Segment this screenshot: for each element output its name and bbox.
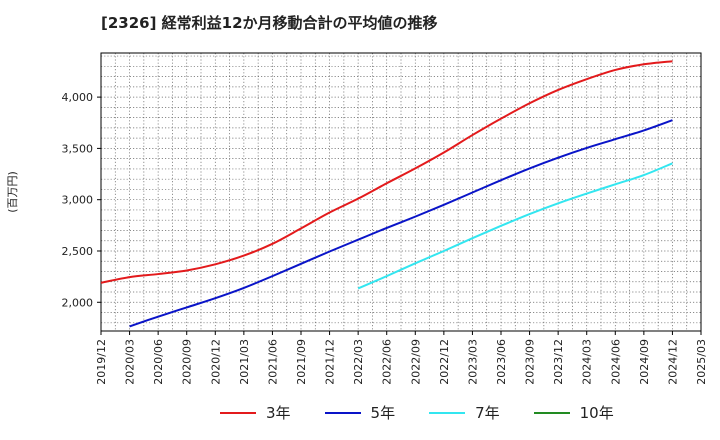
legend-label: 7年 xyxy=(475,404,500,422)
x-tick-label: 2022/06 xyxy=(381,339,394,385)
x-tick-label: 2022/12 xyxy=(438,339,451,385)
series-line-2 xyxy=(129,119,673,328)
x-tick-label: 2021/12 xyxy=(324,339,337,385)
x-tick-label: 2021/06 xyxy=(266,339,279,385)
x-tick-label: 2024/06 xyxy=(609,339,622,385)
x-tick-label: 2023/09 xyxy=(524,339,537,385)
x-tick-label: 2021/03 xyxy=(238,339,251,385)
y-tick-label: 2,000 xyxy=(62,296,94,309)
y-tick-label: 4,000 xyxy=(62,91,94,104)
y-axis-label: (百万円) xyxy=(6,171,19,213)
x-tick-label: 2020/03 xyxy=(124,339,137,385)
y-tick-label: 3,500 xyxy=(62,142,94,155)
x-tick-label: 2025/03 xyxy=(695,339,708,385)
legend-label: 5年 xyxy=(370,404,396,422)
x-tick-label: 2022/03 xyxy=(352,339,365,385)
x-tick-label: 2020/09 xyxy=(181,339,194,385)
legend-swatch xyxy=(429,411,466,414)
x-tick-label: 2020/06 xyxy=(152,339,165,385)
legend-swatch xyxy=(220,411,256,414)
legend-item: 10年 xyxy=(533,402,614,423)
legend-item: 7年 xyxy=(429,402,500,423)
plot-frame xyxy=(100,52,702,332)
x-tick-label: 2022/09 xyxy=(409,339,422,385)
legend-swatch xyxy=(324,411,361,414)
legend-label: 10年 xyxy=(579,404,614,422)
x-tick-label: 2023/12 xyxy=(552,339,565,385)
x-tick-label: 2023/03 xyxy=(466,339,479,385)
x-tick-label: 2023/06 xyxy=(495,339,508,385)
x-tick-label: 2021/09 xyxy=(295,339,308,385)
x-tick-label: 2024/12 xyxy=(666,339,679,385)
series-line-3 xyxy=(357,162,673,290)
legend-item: 3年 xyxy=(220,402,291,423)
x-tick-label: 2020/12 xyxy=(209,339,222,385)
legend-swatch xyxy=(533,411,570,414)
x-tick-label: 2024/09 xyxy=(638,339,651,385)
y-tick-label: 3,000 xyxy=(62,194,94,207)
series-line-1 xyxy=(100,60,673,284)
y-tick-label: 2,500 xyxy=(62,245,94,258)
chart-title: [2326] 経常利益12か月移動合計の平均値の推移 xyxy=(101,14,438,32)
legend-item: 5年 xyxy=(324,402,396,423)
x-tick-label: 2019/12 xyxy=(95,339,108,385)
legend-label: 3年 xyxy=(266,404,291,422)
legend: 3年 5年 7年 10年 xyxy=(220,402,648,423)
x-tick-label: 2024/03 xyxy=(581,339,594,385)
